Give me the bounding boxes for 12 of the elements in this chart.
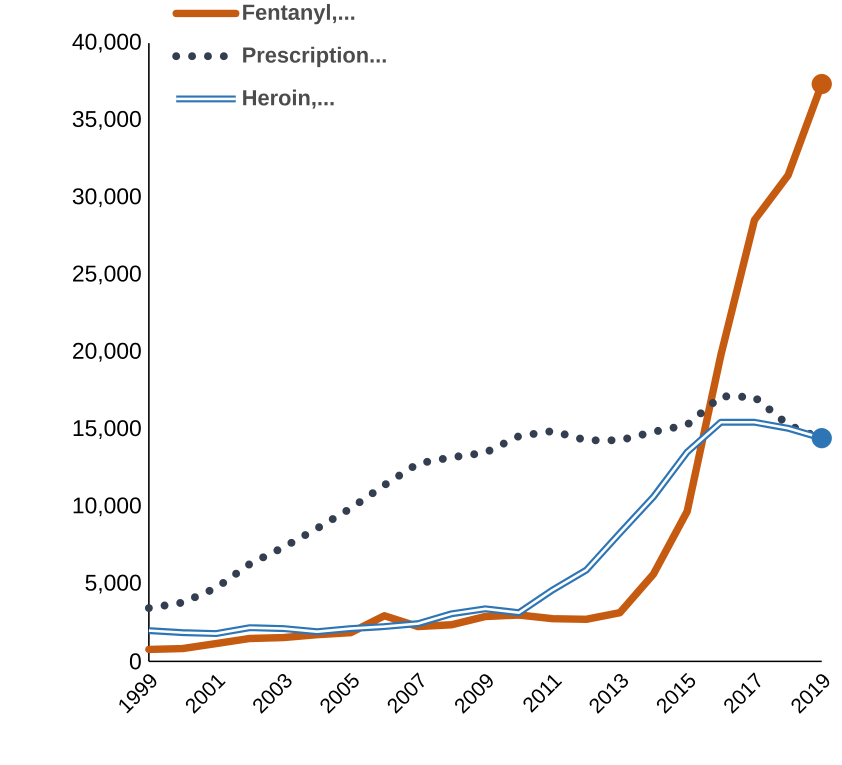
y-tick-label: 0 (130, 653, 141, 670)
y-tick-label: 5,000 (86, 574, 141, 594)
y-tick-label: 15,000 (74, 420, 141, 440)
y-tick-label: 35,000 (72, 111, 141, 130)
legend-label: Prescription... (243, 46, 386, 68)
legend-label: Fentanyl,... (243, 4, 354, 25)
y-tick-label: 40,000 (72, 34, 141, 53)
y-tick-label: 25,000 (73, 266, 141, 285)
y-tick-label: 10,000 (74, 498, 141, 516)
legend-label: Heroin,... (243, 90, 334, 109)
y-tick-label: 20,000 (73, 342, 141, 362)
y-tick-label: 30,000 (72, 188, 141, 208)
